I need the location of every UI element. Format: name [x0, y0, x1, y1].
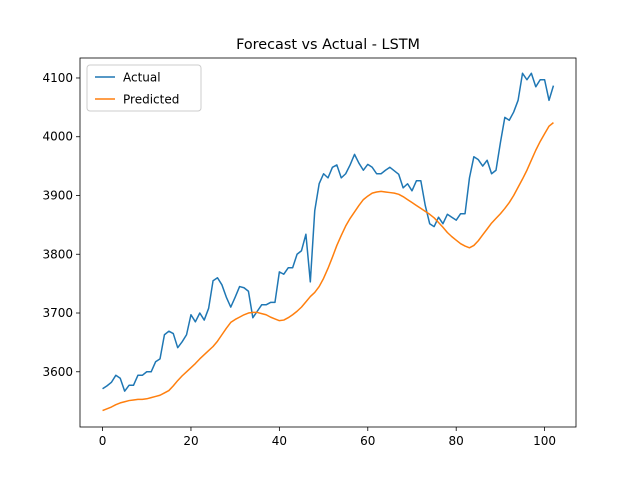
x-tick-label: 100	[533, 434, 556, 448]
y-tick-label: 3600	[42, 365, 73, 379]
y-tick-label: 4000	[42, 130, 73, 144]
y-tick-label: 3900	[42, 188, 73, 202]
legend-label: Actual	[123, 71, 161, 85]
y-tick-label: 3700	[42, 306, 73, 320]
chart-title: Forecast vs Actual - LSTM	[236, 37, 420, 53]
x-tick-label: 80	[449, 434, 464, 448]
series-line	[102, 122, 554, 412]
series-line	[102, 72, 555, 392]
x-tick-label: 0	[99, 434, 107, 448]
x-tick-label: 20	[183, 434, 198, 448]
y-tick-label: 4100	[42, 71, 73, 85]
x-tick-label: 40	[272, 434, 287, 448]
legend-box	[86, 64, 202, 112]
legend-label: Predicted	[123, 93, 179, 107]
y-tick-label: 3800	[42, 247, 73, 261]
x-tick-label: 60	[360, 434, 375, 448]
axes-frame	[79, 57, 577, 428]
